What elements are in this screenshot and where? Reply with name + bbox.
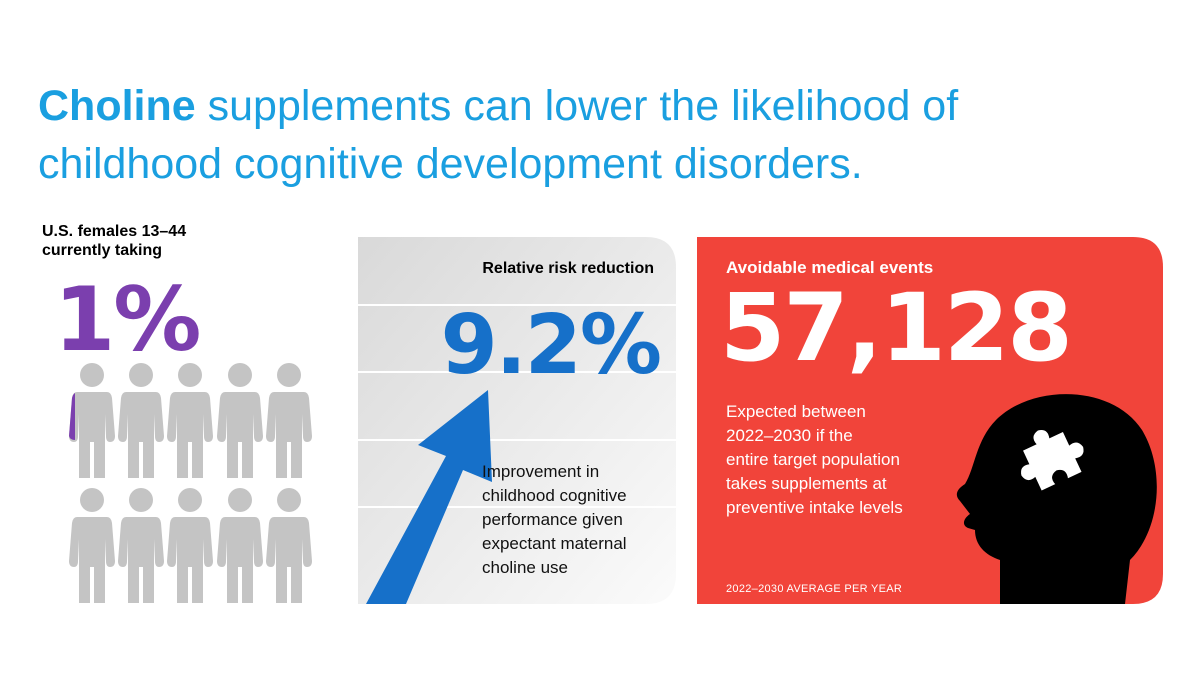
panel-lines: [358, 304, 676, 508]
events-description: preventive intake levels: [726, 498, 903, 517]
risk-description: expectant maternal: [482, 534, 627, 553]
person-icon: [118, 488, 164, 603]
person-icon: [266, 363, 312, 478]
person-icon: [217, 363, 263, 478]
risk-description: choline use: [482, 558, 569, 577]
person-icon: [69, 488, 115, 603]
population-label: U.S. females 13–44: [42, 223, 187, 240]
risk-description: Improvement in: [482, 462, 600, 481]
person-highlight: [69, 393, 75, 440]
person-icon: [266, 488, 312, 603]
events-description: takes supplements at: [726, 474, 887, 493]
risk-label: Relative risk reduction: [482, 260, 654, 277]
person-icon: [118, 363, 164, 478]
risk-description: performance given: [482, 510, 623, 529]
events-description: 2022–2030 if the: [726, 426, 853, 445]
risk-stat: 9.2%: [440, 298, 662, 393]
events-footnote: 2022–2030 AVERAGE PER YEAR: [726, 583, 903, 595]
events-stat: 57,128: [720, 274, 1073, 383]
events-description: entire target population: [726, 450, 900, 469]
events-description: Expected between: [726, 402, 866, 421]
risk-description: childhood cognitive: [482, 486, 627, 505]
people-icons: [69, 363, 312, 603]
puzzle-icon: [1021, 430, 1084, 491]
person-icon: [69, 363, 115, 478]
population-stat: 1%: [54, 268, 201, 371]
title-text: childhood cognitive development disorder…: [38, 140, 863, 188]
head-icon: [956, 394, 1157, 604]
title-highlight: Choline: [38, 82, 196, 130]
person-icon: [167, 488, 213, 603]
events-label: Avoidable medical events: [726, 258, 934, 277]
arrow: [366, 390, 492, 604]
title-text: supplements can lower the likelihood of: [207, 82, 959, 130]
title-line: Choline supplements can lower the likeli…: [38, 80, 958, 132]
person-icon: [217, 488, 263, 603]
population-label: currently taking: [42, 242, 163, 259]
person-icon: [167, 363, 213, 478]
